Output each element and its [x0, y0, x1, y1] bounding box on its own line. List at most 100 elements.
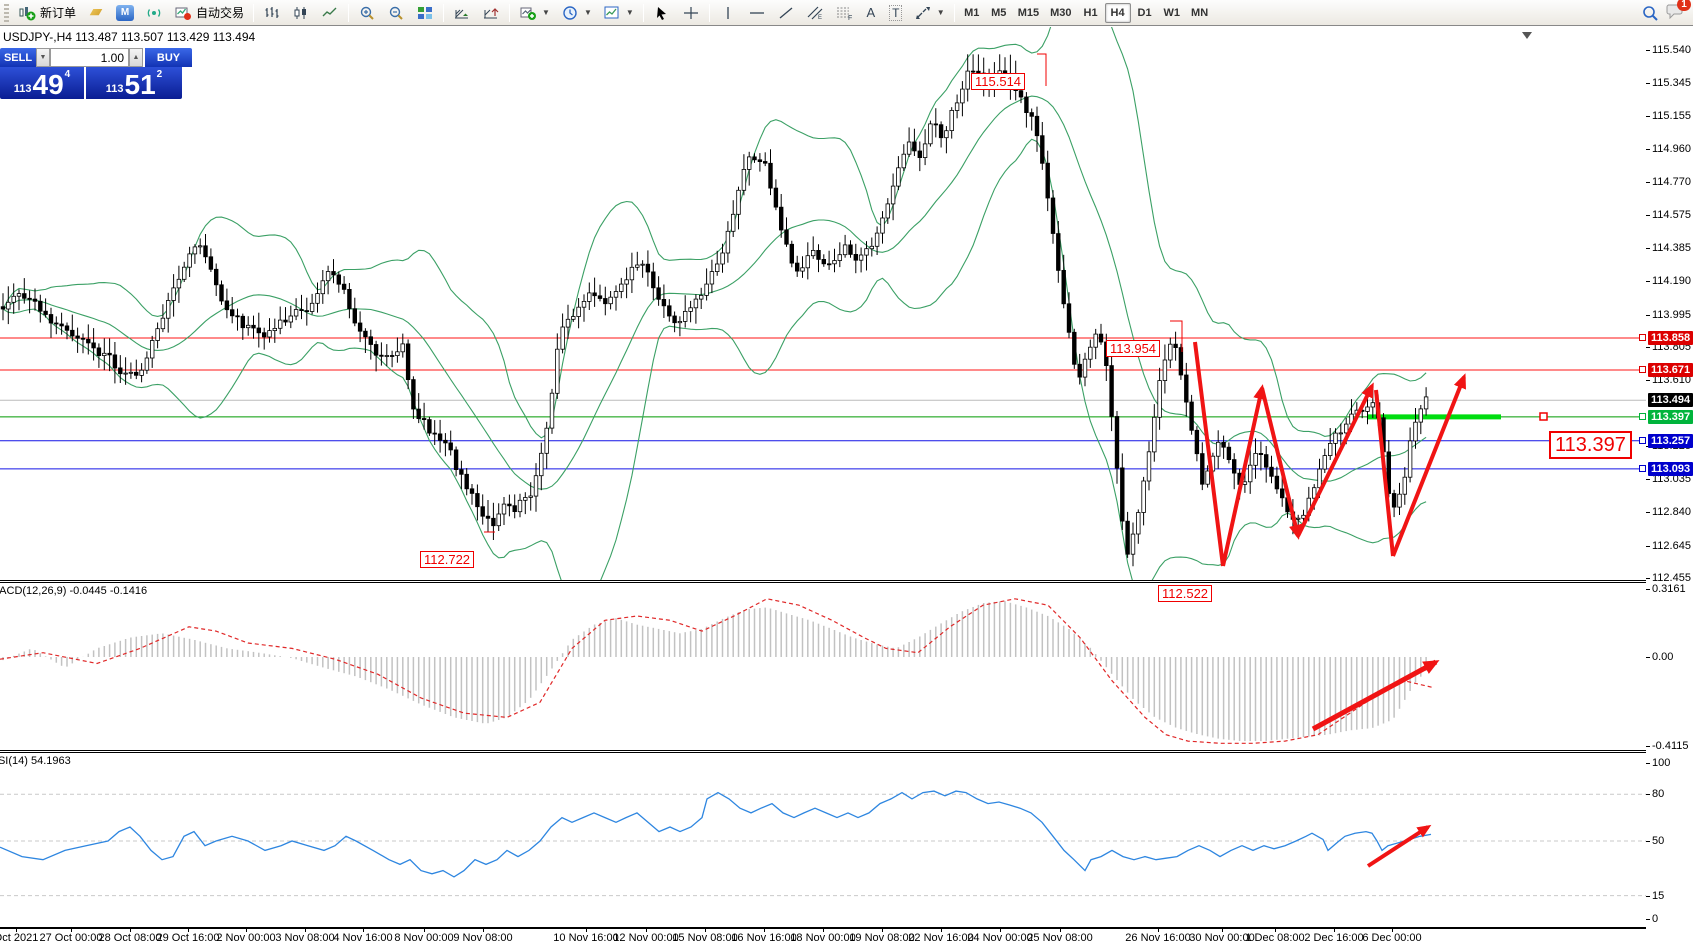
candlestick-chart-button[interactable]: [287, 2, 315, 24]
time-tick: [1158, 929, 1159, 932]
zoom-in-button[interactable]: [353, 2, 381, 24]
volume-input[interactable]: 1.00: [50, 48, 129, 67]
macd-indicator[interactable]: [0, 583, 1646, 750]
price-annotation[interactable]: 113.397: [1549, 431, 1632, 459]
price-annotation[interactable]: 112.722: [420, 551, 475, 568]
separator: [443, 3, 445, 22]
signals-button[interactable]: [140, 2, 168, 24]
rsi-indicator[interactable]: [0, 753, 1646, 927]
hline-icon: [749, 11, 764, 14]
time-tick: [705, 929, 706, 932]
axis-tick: [1646, 478, 1650, 480]
timeframe-mn[interactable]: MN: [1191, 6, 1209, 19]
dropdown-caret: ▼: [625, 8, 634, 17]
panel-separator[interactable]: [0, 580, 1646, 583]
channel-tool[interactable]: E: [801, 2, 829, 24]
timeframe-m1[interactable]: M1: [964, 6, 980, 19]
auto-trading-button[interactable]: 自动交易: [169, 2, 249, 24]
line-anchor-square[interactable]: [1639, 334, 1646, 342]
dropdown-caret: ▼: [936, 8, 945, 17]
chart-shift-marker[interactable]: [1522, 32, 1532, 39]
time-label: 28 Oct 08:00: [98, 932, 162, 942]
separator: [253, 3, 255, 22]
crosshair-tool[interactable]: [677, 2, 705, 24]
new-order-button[interactable]: 新订单: [13, 2, 81, 24]
add-indicator-button[interactable]: ▼: [514, 2, 555, 24]
timeframe-d1[interactable]: D1: [1137, 6, 1152, 19]
zoom-out-button[interactable]: [382, 2, 410, 24]
channel-icon: E: [807, 6, 823, 21]
axis-tick: [1646, 115, 1650, 117]
text-tool[interactable]: A: [859, 2, 883, 24]
price-axis[interactable]: 115.540 115.345 115.155 114.960 114.770 114.5…: [1639, 27, 1693, 942]
one-click-trading-widget: SELL ▼ 1.00 ▲ BUY 113 49 4 113 51 2: [0, 48, 194, 99]
community-button[interactable]: M: [111, 2, 139, 24]
time-label: 22 Nov 16:00: [908, 932, 974, 942]
candlestick-chart[interactable]: [0, 27, 1646, 580]
cursor-tool[interactable]: [648, 2, 676, 24]
price-annotation[interactable]: 112.522: [1158, 585, 1213, 602]
tile-windows-button[interactable]: [411, 2, 439, 24]
bar-chart-button[interactable]: [258, 2, 286, 24]
time-tick: [882, 929, 883, 932]
trendline-tool[interactable]: [772, 2, 800, 24]
market-button[interactable]: [82, 2, 110, 24]
price-tick-label: 114.575: [1652, 209, 1691, 222]
arrows-tool[interactable]: ▼: [909, 2, 950, 24]
chart-shift-button[interactable]: [477, 2, 505, 24]
price-tick-label: 112.840: [1652, 506, 1691, 519]
timeframe-h4[interactable]: H4: [1104, 2, 1131, 23]
line-anchor-square[interactable]: [1639, 413, 1646, 421]
price-annotation[interactable]: 113.954: [1106, 340, 1161, 357]
templates-icon: [604, 6, 619, 18]
line-chart-icon: [322, 7, 337, 16]
timeframe-h1[interactable]: H1: [1083, 6, 1098, 19]
line-chart-button[interactable]: [316, 2, 344, 24]
auto-scroll-button[interactable]: [448, 2, 476, 24]
sell-button[interactable]: SELL: [0, 48, 36, 67]
text-tool-label: A: [866, 5, 876, 20]
line-anchor-square[interactable]: [1639, 366, 1646, 374]
fibonacci-tool[interactable]: F: [830, 2, 858, 24]
price-tick-label: 112.645: [1652, 539, 1691, 552]
time-tick: [1275, 929, 1276, 932]
timeframe-w1[interactable]: W1: [1163, 6, 1181, 19]
buy-price-sup: 2: [156, 69, 163, 80]
toolbar-grip[interactable]: [4, 3, 9, 22]
time-tick: [1334, 929, 1335, 932]
buy-price-big: 51: [124, 69, 156, 100]
search-icon[interactable]: [1641, 4, 1659, 22]
panel-separator[interactable]: [0, 750, 1646, 753]
separator: [642, 3, 644, 22]
volume-up-button[interactable]: ▲: [129, 48, 143, 67]
zoom-out-icon: [389, 6, 403, 20]
sell-price-sup: 4: [64, 69, 71, 80]
price-tick-label: 112.455: [1652, 572, 1691, 585]
axis-tick: [1646, 657, 1650, 658]
axis-tick: [1646, 794, 1650, 796]
vline-tool[interactable]: [714, 2, 742, 24]
rsi-tick-label: 50: [1652, 835, 1665, 847]
time-tick: [246, 929, 247, 932]
line-anchor-square[interactable]: [1639, 465, 1646, 473]
buy-price[interactable]: 113 51 2: [86, 67, 182, 99]
hline-tool[interactable]: [743, 2, 771, 24]
price-tick-label: 113.995: [1652, 308, 1691, 321]
volume-down-button[interactable]: ▼: [36, 48, 50, 67]
tile-windows-icon: [418, 6, 433, 19]
buy-button[interactable]: BUY: [145, 48, 192, 67]
line-anchor-square[interactable]: [1639, 437, 1646, 445]
timeframe-m15[interactable]: M15: [1017, 6, 1040, 19]
periods-button[interactable]: ▼: [556, 2, 597, 24]
price-badge: 113.858: [1639, 330, 1693, 345]
notifications-button[interactable]: 1: [1665, 0, 1691, 24]
time-tick: [941, 929, 942, 932]
timeframe-m30[interactable]: M30: [1050, 6, 1072, 19]
svg-text:E: E: [818, 15, 822, 21]
timeframe-m5[interactable]: M5: [991, 6, 1007, 19]
sell-price[interactable]: 113 49 4: [0, 67, 84, 99]
price-annotation[interactable]: 115.514: [971, 73, 1026, 90]
label-tool[interactable]: T: [884, 2, 908, 24]
templates-button[interactable]: ▼: [598, 2, 639, 24]
